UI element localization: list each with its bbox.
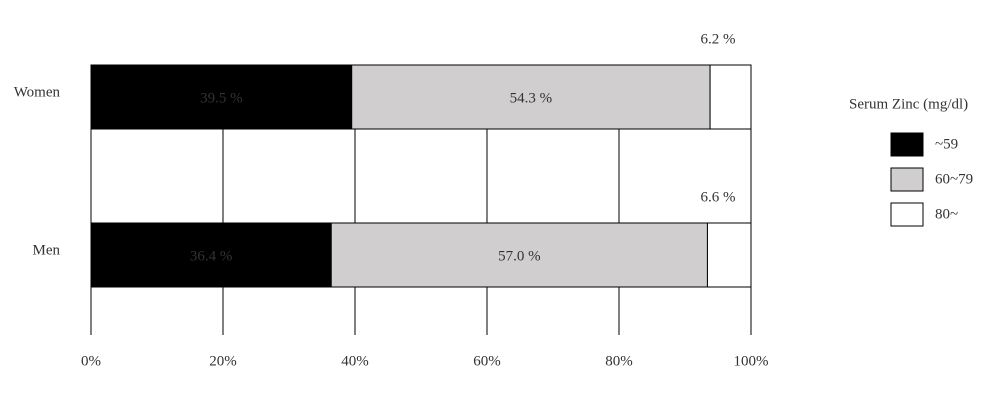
- x-tick-label: 80%: [605, 353, 633, 369]
- legend-swatch: [890, 132, 924, 157]
- legend-swatch: [890, 167, 924, 192]
- x-tick-label: 100%: [734, 353, 769, 369]
- x-tick-label: 20%: [209, 353, 237, 369]
- value-label: 36.4 %: [190, 248, 233, 264]
- legend-title: Serum Zinc (mg/dl): [849, 96, 968, 112]
- x-tick-label: 0%: [81, 353, 101, 369]
- bar-segment: [90, 222, 332, 288]
- value-label: 6.6 %: [701, 189, 736, 205]
- x-tick-label: 40%: [341, 353, 369, 369]
- value-label: 39.5 %: [200, 90, 243, 106]
- bar-segment: [90, 64, 353, 130]
- legend-label: 80~: [935, 206, 958, 222]
- value-label: 6.2 %: [701, 31, 736, 47]
- bar-segment: [709, 64, 752, 130]
- y-tick-label: Women: [14, 84, 61, 100]
- bar-segment: [706, 222, 752, 288]
- x-tick-label: 60%: [473, 353, 501, 369]
- value-label: 57.0 %: [498, 248, 541, 264]
- bar-segment: [330, 222, 708, 288]
- y-tick-label: Men: [33, 242, 61, 258]
- legend-label: ~59: [935, 136, 958, 152]
- value-label: 54.3 %: [510, 90, 553, 106]
- legend-swatch: [890, 202, 924, 227]
- legend-label: 60~79: [935, 171, 973, 187]
